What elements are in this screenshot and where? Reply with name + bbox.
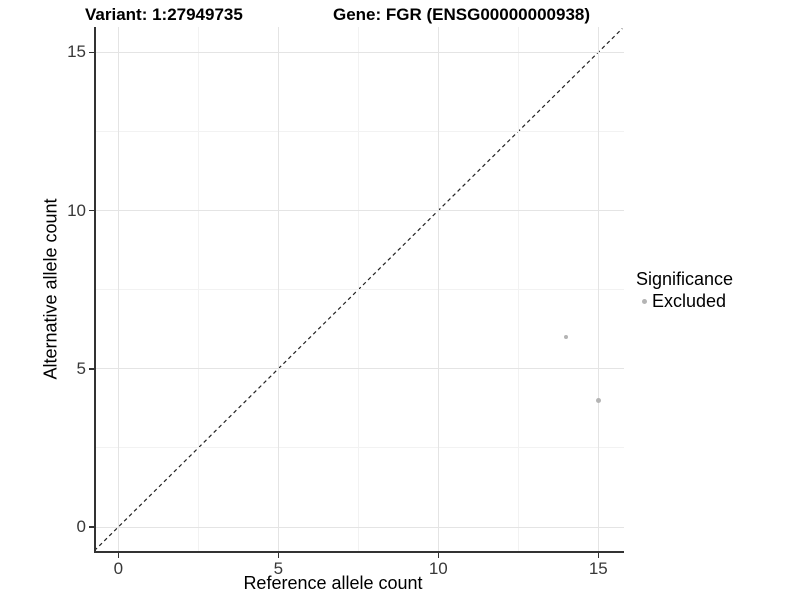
- gridline-y-minor: [94, 447, 624, 449]
- gridline-y-major: [94, 368, 624, 370]
- y-axis-line: [94, 27, 96, 552]
- y-axis-title: Alternative allele count: [40, 198, 61, 380]
- x-tick-label: 10: [428, 559, 448, 578]
- y-tick-mark: [88, 526, 94, 528]
- y-tick-mark: [88, 209, 94, 212]
- x-tick-mark: [277, 552, 280, 558]
- gridline-x-major: [117, 27, 119, 552]
- x-tick-mark: [117, 552, 120, 558]
- legend-title: Significance: [636, 269, 734, 289]
- data-point: [564, 335, 569, 340]
- gridline-y-minor: [94, 289, 624, 291]
- y-tick-mark: [88, 368, 94, 370]
- y-tick-label: 15: [67, 42, 86, 62]
- legend-point-icon: [642, 299, 647, 304]
- y-tick-mark: [88, 51, 94, 53]
- x-axis-line: [94, 550, 624, 553]
- x-tick-mark: [437, 552, 440, 558]
- gridline-y-minor: [94, 130, 624, 132]
- x-tick-label: 5: [273, 559, 284, 578]
- gridline-y-major: [94, 51, 624, 53]
- gridline-x-major: [597, 27, 599, 552]
- y-tick-label: 5: [76, 358, 86, 378]
- gridline-y-major: [94, 526, 624, 528]
- y-tick-label: 10: [67, 200, 86, 220]
- x-tick-label: 0: [113, 559, 124, 578]
- legend-item-excluded: Excluded: [636, 292, 733, 311]
- legend-item-label: Excluded: [652, 291, 727, 311]
- x-axis-title: Reference allele count: [243, 573, 423, 593]
- plot-panel: [93, 27, 624, 552]
- x-tick-label: 15: [588, 559, 608, 578]
- gene-title: Gene: FGR (ENSG00000000938): [333, 5, 591, 24]
- gridline-x-major: [277, 27, 279, 552]
- x-tick-mark: [597, 552, 600, 558]
- legend: Significance Excluded: [636, 270, 733, 311]
- data-point: [595, 397, 601, 403]
- variant-title: Variant: 1:27949735: [85, 5, 243, 24]
- gridline-x-major: [437, 27, 439, 552]
- y-tick-label: 0: [76, 517, 86, 536]
- gridline-y-major: [94, 210, 624, 211]
